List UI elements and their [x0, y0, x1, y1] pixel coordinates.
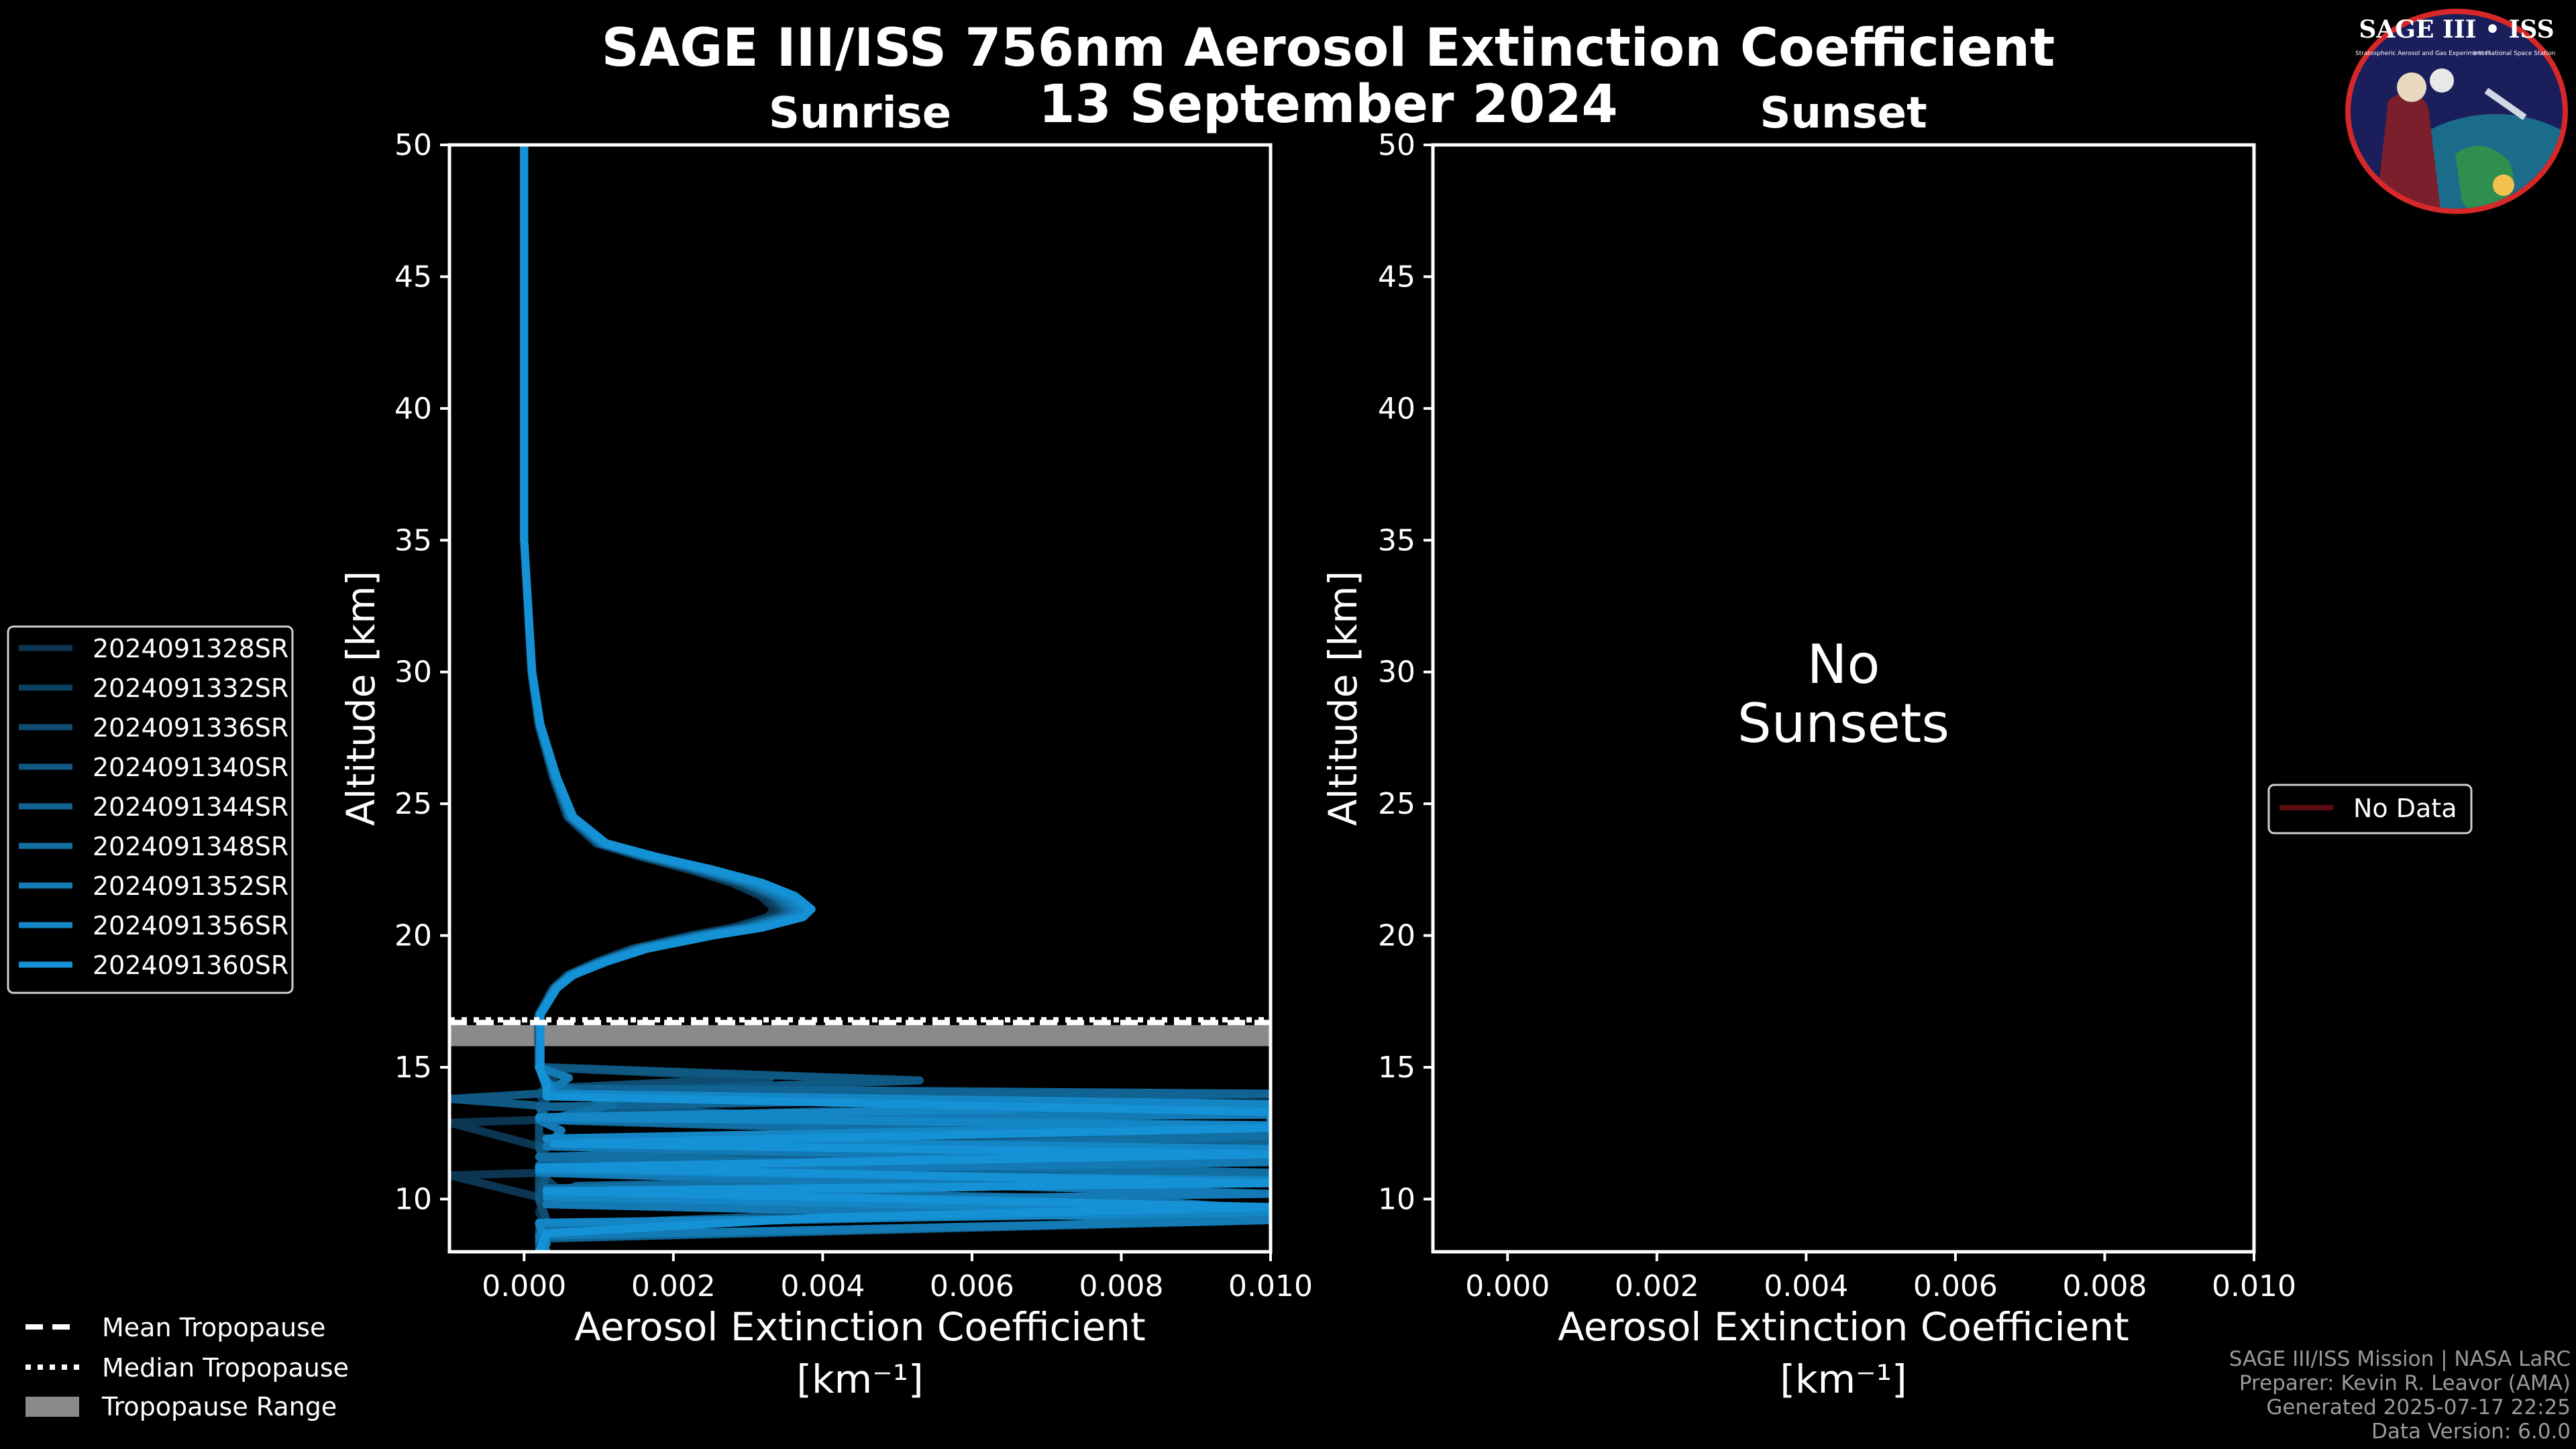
no-data-label: No Data [2353, 794, 2457, 823]
sunset-xtick-label: 0.000 [1465, 1269, 1550, 1303]
sunset-ytick-label: 15 [1378, 1051, 1415, 1085]
sunset-panel-title: Sunset [1760, 89, 1927, 138]
sunrise-xtick-label: 0.000 [482, 1269, 566, 1303]
sunrise-panel-title: Sunrise [769, 89, 951, 138]
sunset-ytick-label: 20 [1378, 919, 1415, 953]
sunset-xtick-label: 0.008 [2062, 1269, 2147, 1303]
sunrise-ytick-label: 50 [394, 128, 432, 162]
sunrise-ytick-label: 30 [394, 655, 432, 690]
footer-preparer: Preparer: Kevin R. Leavor (AMA) [2239, 1371, 2571, 1395]
sunrise-ytick-label: 10 [394, 1182, 432, 1216]
sunrise-xtick-label: 0.010 [1228, 1269, 1313, 1303]
sunset-xlabel: Aerosol Extinction Coefficient [1558, 1304, 2129, 1350]
sunrise-panel: 0.000 0.002 0.004 0.006 0.008 0.010 10 15 20 25 30… [338, 128, 1313, 1402]
sunrise-xlabel-units: [km⁻¹] [796, 1356, 923, 1402]
sunrise-ytick-label: 20 [394, 919, 432, 953]
legend-label-2024091356SR: 2024091356SR [93, 911, 288, 941]
sunset-plot-area [1433, 145, 2254, 1252]
legend-label-2024091328SR: 2024091328SR [93, 634, 288, 663]
logo-sub2: International Space Station [2473, 50, 2556, 57]
profile-legend: 2024091328SR 2024091332SR 2024091336SR 2024… [7, 625, 294, 994]
sunrise-ylabel: Altitude [km] [338, 571, 384, 826]
legend-label-2024091352SR: 2024091352SR [93, 871, 288, 901]
median-tropopause-label: Median Tropopause [102, 1353, 349, 1383]
legend-label-2024091340SR: 2024091340SR [93, 753, 288, 782]
sunset-ytick-label: 25 [1378, 787, 1415, 821]
sunset-ytick-label: 40 [1378, 392, 1415, 426]
sunrise-xlabel: Aerosol Extinction Coefficient [574, 1304, 1146, 1350]
footer-version: Data Version: 6.0.0 [2371, 1419, 2571, 1444]
sunset-ylabel: Altitude [km] [1320, 571, 1366, 826]
legend-label-2024091332SR: 2024091332SR [93, 674, 288, 703]
sunset-ytick-label: 45 [1378, 260, 1415, 294]
mean-tropopause-label: Mean Tropopause [102, 1313, 325, 1342]
legend-label-2024091360SR: 2024091360SR [93, 951, 288, 980]
legend-label-2024091336SR: 2024091336SR [93, 713, 288, 743]
logo-continent [2455, 146, 2514, 209]
legend-label-2024091348SR: 2024091348SR [93, 832, 288, 861]
footer-mission: SAGE III/ISS Mission | NASA LaRC [2229, 1347, 2571, 1371]
tropopause-legend: Mean Tropopause Median Tropopause Tropop… [25, 1313, 349, 1421]
sunset-ytick-label: 10 [1378, 1182, 1415, 1216]
sunrise-ytick-label: 40 [394, 392, 432, 426]
figure-date: 13 September 2024 [1038, 74, 1618, 135]
logo-sun [2493, 174, 2514, 196]
sunset-xtick-label: 0.010 [2212, 1269, 2296, 1303]
legend-label-2024091344SR: 2024091344SR [93, 792, 288, 822]
logo-title: SAGE III • ISS [2359, 15, 2554, 44]
sunrise-xtick-label: 0.006 [930, 1269, 1014, 1303]
no-data-legend: No Data [2267, 784, 2473, 835]
sunset-xlabel-units: [km⁻¹] [1780, 1356, 1907, 1402]
tropopause-range-band [449, 1025, 1271, 1046]
sunset-panel: 0.000 0.002 0.004 0.006 0.008 0.010 10 15 20 25 30… [1320, 128, 2296, 1402]
logo-sub1: Stratospheric Aerosol and Gas Experiment… [2355, 50, 2491, 57]
profile-line-2024091360SR [520, 145, 1271, 1252]
sunrise-ytick-label: 45 [394, 260, 432, 294]
sunrise-xtick-label: 0.008 [1079, 1269, 1163, 1303]
sunset-xtick-label: 0.002 [1615, 1269, 1699, 1303]
sunrise-ytick-label: 35 [394, 523, 432, 557]
footer: SAGE III/ISS Mission | NASA LaRC Prepare… [2229, 1347, 2571, 1444]
logo-face [2397, 72, 2426, 102]
logo-moon [2430, 68, 2454, 93]
footer-generated: Generated 2025-07-17 22:25 [2266, 1395, 2571, 1419]
sunrise-ytick-label: 15 [394, 1051, 432, 1085]
sage-iss-logo: SAGE III • ISS Stratospheric Aerosol and… [2345, 9, 2568, 214]
sunset-ytick-label: 50 [1378, 128, 1415, 162]
sunset-xtick-label: 0.006 [1913, 1269, 1998, 1303]
tropopause-range-label: Tropopause Range [101, 1392, 337, 1421]
no-sunsets-line1: No [1807, 633, 1880, 696]
sunset-frame [1431, 143, 2256, 1254]
tropopause-range-swatch [25, 1397, 79, 1417]
sunset-ytick-label: 30 [1378, 655, 1415, 690]
sunrise-frame [447, 143, 1273, 1254]
profile-legend-box [7, 625, 294, 994]
sunrise-xtick-label: 0.002 [631, 1269, 716, 1303]
sunrise-ytick-label: 25 [394, 787, 432, 821]
sunrise-xtick-label: 0.004 [780, 1269, 865, 1303]
figure-title: SAGE III/ISS 756nm Aerosol Extinction Co… [602, 18, 2055, 78]
logo-station [2484, 87, 2527, 121]
sunset-xtick-label: 0.004 [1764, 1269, 1848, 1303]
sunset-ytick-label: 35 [1378, 523, 1415, 557]
no-data-legend-box [2267, 784, 2473, 835]
no-sunsets-line2: Sunsets [1737, 692, 1949, 755]
